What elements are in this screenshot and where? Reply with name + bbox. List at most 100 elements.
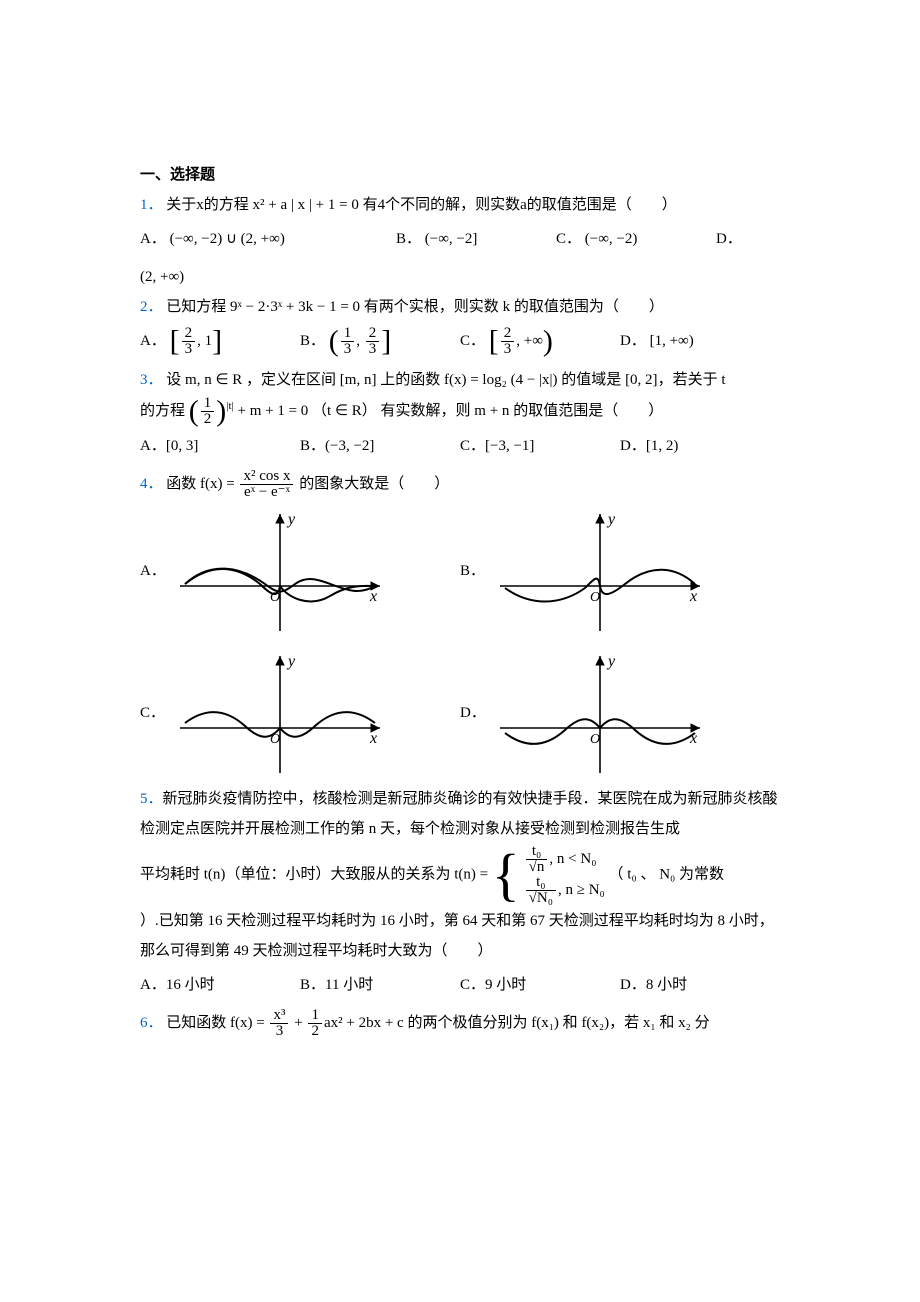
q3-d-val: [1, 2) [646, 438, 679, 454]
q2-a-one: 1 [205, 333, 213, 349]
q6-plus1: + [290, 1015, 306, 1031]
q3-t1: 设 [166, 372, 185, 388]
q1-equation: x² + a | x | + 1 = 0 [253, 197, 359, 213]
q1-options: A． (−∞, −2) ∪ (2, +∞) B． (−∞, −2] C． (−∞… [140, 224, 780, 254]
q4-a-label: A． [140, 556, 170, 586]
q2-options: A． [23, 1] B． (13, 23] C． [23, +∞) D． [1… [140, 326, 780, 357]
q2-a-num: 2 [182, 326, 196, 342]
section-title: 一、选择题 [140, 160, 780, 190]
q5-c1-cond: , n < N₀ [549, 851, 596, 867]
q5-d-val: 8 小时 [646, 977, 687, 993]
svg-text:x: x [689, 588, 697, 605]
q3-options: A．[0, 3] B．(−3, −2] C．[−3, −1] D．[1, 2) [140, 431, 780, 461]
q2-text-c: 的取值范围为 [510, 299, 604, 315]
svg-text:O: O [270, 590, 280, 605]
blank: （ ） [604, 299, 664, 315]
q3-mn: m, n ∈ R [185, 372, 242, 388]
blank: （ ） [433, 943, 493, 959]
q5-b-label: B． [300, 977, 325, 993]
q5-line2a: 平均耗时 [140, 867, 204, 883]
q1-b-label: B． [396, 231, 421, 247]
q2-b-d1: 3 [341, 342, 355, 357]
q1-d-val: (2, +∞) [140, 269, 184, 285]
q1-c-label: C． [556, 231, 581, 247]
q2-c-label: C． [460, 333, 485, 349]
q3-eq-tail: + m + 1 = 0 [237, 403, 308, 419]
q1-a-label: A． [140, 231, 166, 247]
q5-tn2: t(n) = [454, 867, 492, 883]
q6-feq-lead: f(x) = [230, 1015, 268, 1031]
q4-plot-d: y x O [490, 648, 710, 778]
q4-t2: 的图象大致是 [299, 476, 389, 492]
svg-text:y: y [286, 511, 296, 528]
q3-b-label: B． [300, 438, 325, 454]
qnum-3: 3． [140, 372, 163, 388]
q5-d-label: D． [620, 977, 646, 993]
q3-opt-a: A．[0, 3] [140, 431, 300, 461]
q1-b-val: (−∞, −2] [425, 231, 478, 247]
q6-t2: 的两个极值分别为 [407, 1015, 531, 1031]
q1-text-c: 有4个不同的解，则实数 [359, 197, 520, 213]
q5-cnc: 为常数 [675, 867, 724, 883]
q5-n0: N₀ [659, 867, 675, 883]
q3-opt-d: D．[1, 2) [620, 431, 780, 461]
q6-x2: x₂ [678, 1015, 691, 1031]
q5-a-val: 16 小时 [166, 977, 215, 993]
q6-t2top: 1 [308, 1008, 322, 1024]
q5-b-val: 11 小时 [325, 977, 373, 993]
q1-var-a: a [520, 197, 527, 213]
q2-d-label: D． [620, 333, 646, 349]
q3-var-t: t [721, 372, 725, 388]
q6-t4: 和 [656, 1015, 679, 1031]
q2-equation: 9ˣ − 2·3ˣ + 3k − 1 = 0 [230, 299, 360, 315]
q2-c-den: 3 [501, 342, 515, 357]
blank: （ ） [617, 197, 677, 213]
q3-t3: 上的函数 [376, 372, 444, 388]
question-6: 6． 已知函数 f(x) = x³3 + 12ax² + 2bx + c 的两个… [140, 1008, 780, 1039]
q5-c1-den: √n [526, 860, 548, 875]
q2-c-num: 2 [501, 326, 515, 342]
q5-unit: （单位：小时）大致服从的关系为 [225, 867, 454, 883]
q5-piecewise: { t₀√n, n < N₀ t₀√N₀, n ≥ N₀ [492, 844, 605, 906]
qnum-6: 6． [140, 1015, 163, 1031]
q3-interval: [m, n] [340, 372, 377, 388]
q2-a-label: A． [140, 333, 166, 349]
qnum-5: 5． [140, 791, 163, 807]
q4-opt-c: C． y x O [140, 648, 460, 778]
q4-opt-b: B． y x O [460, 506, 780, 636]
q2-opt-b: B． (13, 23] [300, 326, 460, 357]
q6-t5: 分 [691, 1015, 710, 1031]
q6-t2tail: ax² [324, 1015, 343, 1031]
q5-c2-den: √N₀ [526, 891, 556, 906]
question-3-line2: 的方程 (12)|t| + m + 1 = 0 （t ∈ R） 有实数解，则 m… [140, 395, 780, 427]
q2-b-d2: 3 [366, 342, 380, 357]
q5-cna: （ [609, 867, 628, 883]
q1-opt-d-val-line: (2, +∞) [140, 262, 780, 292]
q3-range: [0, 2] [625, 372, 658, 388]
question-5: 5．新冠肺炎疫情防控中，核酸检测是新冠肺炎确诊的有效快捷手段．某医院在成为新冠肺… [140, 784, 780, 844]
q2-opt-c: C． [23, +∞) [460, 326, 620, 357]
q1-a-val: (−∞, −2) ∪ (2, +∞) [170, 231, 285, 247]
q1-text-b: 的方程 [204, 197, 253, 213]
q3-tinr: （t ∈ R） [312, 403, 377, 419]
q5-opt-d: D．8 小时 [620, 970, 780, 1000]
q6-t1bot: 3 [270, 1024, 288, 1039]
q5-options: A．16 小时 B．11 小时 C．9 小时 D．8 小时 [140, 970, 780, 1000]
q2-text-b: 有两个实根，则实数 [360, 299, 503, 315]
question-5-line3: ）.已知第 16 天检测过程平均耗时为 16 小时，第 64 天和第 67 天检… [140, 906, 780, 966]
svg-text:y: y [286, 653, 296, 670]
svg-text:O: O [590, 732, 600, 747]
q2-opt-a: A． [23, 1] [140, 326, 300, 357]
q4-num-top: x² cos x [240, 469, 293, 485]
q6-and: 和 [559, 1015, 582, 1031]
q1-opt-c: C． (−∞, −2) [556, 224, 716, 254]
q4-opt-a: A． y x O [140, 506, 460, 636]
svg-text:O: O [590, 590, 600, 605]
q5-a-label: A． [140, 977, 166, 993]
q4-t1: 函数 [166, 476, 200, 492]
q5-cnb: 、 [637, 867, 660, 883]
q6-t1top: x³ [270, 1008, 288, 1024]
q3-exp-t: |t| [226, 400, 233, 412]
qnum-1: 1． [140, 197, 163, 213]
q4-num-bot: eˣ − e⁻ˣ [240, 485, 293, 500]
